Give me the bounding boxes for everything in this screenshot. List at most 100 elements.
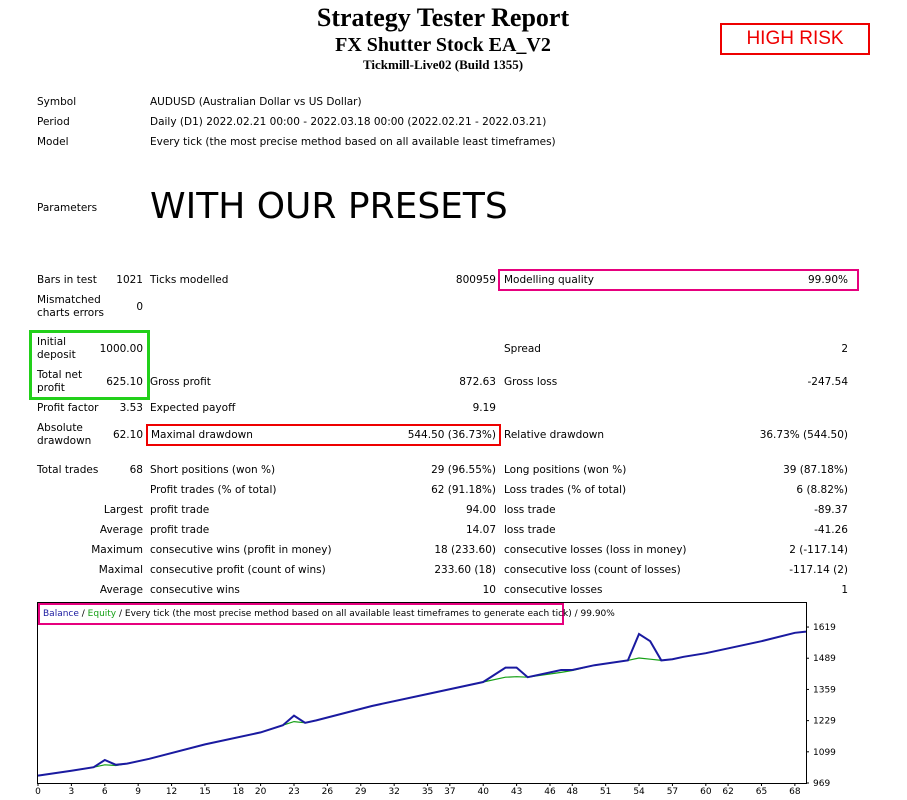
x-tick-label: 15 [199, 787, 210, 797]
symbol-value: AUDUSD (Australian Dollar vs US Dollar) [150, 96, 362, 108]
profit-trades-value: 62 (91.18%) [431, 484, 496, 496]
x-tick-label: 6 [102, 787, 108, 797]
balance-line [37, 630, 807, 777]
average-loss-label: loss trade [504, 524, 556, 536]
model-value: Every tick (the most precise method base… [150, 136, 556, 148]
maxdd-label: Maximal drawdown [151, 429, 253, 441]
largest-loss-value: -89.37 [814, 504, 848, 516]
x-tick-label: 20 [255, 787, 267, 797]
long-label: Long positions (won %) [504, 464, 627, 476]
average-label: Average [99, 524, 143, 536]
largest-profit-label: profit trade [150, 504, 210, 516]
total-trades-label: Total trades [37, 464, 99, 476]
average-loss-value: -41.26 [814, 524, 848, 536]
x-tick-label: 46 [544, 787, 556, 797]
max-cons-wins-value: 18 (233.60) [434, 544, 496, 556]
loss-trades-label: Loss trades (% of total) [504, 484, 627, 496]
x-tick-label: 51 [600, 787, 611, 797]
avg-cons-losses-label: consecutive losses [504, 584, 603, 596]
y-tick-label: 969 [813, 779, 830, 789]
largest-label: Largest [103, 504, 143, 516]
total-trades-value: 68 [129, 464, 143, 476]
absdd-label: Absolute drawdown [37, 422, 92, 447]
ea-name: FX Shutter Stock EA_V2 [335, 34, 551, 56]
parameters-value: WITH OUR PRESETS [150, 186, 508, 227]
max-cons-wins-label: consecutive wins (profit in money) [150, 544, 332, 556]
high-risk-badge: HIGH RISK [720, 23, 870, 55]
y-tick-label: 1099 [813, 748, 836, 758]
gross-loss-value: -247.54 [807, 376, 848, 388]
max-cons-losses-label: consecutive losses (loss in money) [504, 544, 687, 556]
short-label: Short positions (won %) [150, 464, 276, 476]
profit-trades-label: Profit trades (% of total) [150, 484, 277, 496]
server-build: Tickmill-Live02 (Build 1355) [362, 57, 524, 72]
quality-value: 99.90% [807, 274, 848, 286]
symbol-label: Symbol [37, 96, 77, 108]
maximal-profit-value: 233.60 (18) [434, 564, 496, 576]
ticks-label: Ticks modelled [150, 274, 229, 286]
x-tick-label: 60 [700, 787, 712, 797]
loss-trades-value: 6 (8.82%) [796, 484, 848, 496]
absdd-value: 62.10 [112, 429, 143, 441]
x-tick-label: 35 [422, 787, 433, 797]
x-tick-label: 0 [35, 787, 41, 797]
largest-loss-label: loss trade [504, 504, 556, 516]
legend-equity: Equity [87, 609, 117, 619]
payoff-label: Expected payoff [150, 402, 236, 414]
maximal-profit-label: consecutive profit (count of wins) [150, 564, 326, 576]
avg-cons-losses-value: 1 [841, 584, 848, 596]
netprofit-value: 625.10 [106, 376, 143, 388]
gross-loss-label: Gross loss [504, 376, 558, 388]
avg-cons-wins-value: 10 [482, 584, 496, 596]
report-title: Strategy Tester Report [316, 3, 570, 32]
x-tick-label: 26 [322, 787, 334, 797]
x-tick-label: 3 [69, 787, 75, 797]
maximal-loss-label: consecutive loss (count of losses) [504, 564, 681, 576]
maxdd-value: 544.50 (36.73%) [407, 429, 496, 441]
x-tick-label: 29 [355, 787, 367, 797]
balance-chart [37, 602, 807, 784]
max-cons-losses-value: 2 (-117.14) [789, 544, 848, 556]
quality-label: Modelling quality [504, 274, 594, 286]
maximal-loss-value: -117.14 (2) [789, 564, 848, 576]
deposit-label: Initial deposit [37, 336, 76, 361]
gross-profit-value: 872.63 [459, 376, 496, 388]
x-tick-label: 43 [511, 787, 522, 797]
x-tick-label: 37 [444, 787, 455, 797]
mismatch-label: Mismatched charts errors [37, 294, 104, 319]
model-label: Model [37, 136, 69, 148]
reldd-value: 36.73% (544.50) [759, 429, 848, 441]
pf-value: 3.53 [119, 402, 143, 414]
maxdd-highlight [146, 424, 501, 446]
avg-cons-wins-label: consecutive wins [150, 584, 240, 596]
bars-label: Bars in test [37, 274, 97, 286]
average2-label: Average [99, 584, 143, 596]
x-tick-label: 32 [388, 787, 399, 797]
deposit-profit-highlight [29, 330, 150, 400]
chart-legend: Balance / Equity / Every tick (the most … [38, 603, 615, 625]
x-tick-label: 68 [789, 787, 801, 797]
pf-label: Profit factor [37, 402, 99, 414]
spread-label: Spread [504, 343, 541, 355]
legend-balance: Balance [43, 609, 79, 619]
y-tick-label: 1619 [813, 623, 836, 633]
y-tick-label: 1229 [813, 717, 836, 727]
period-label: Period [37, 116, 70, 128]
x-tick-label: 57 [667, 787, 678, 797]
gross-profit-label: Gross profit [150, 376, 211, 388]
x-tick-label: 54 [633, 787, 645, 797]
maximal-label: Maximal [98, 564, 143, 576]
y-tick-label: 1359 [813, 685, 836, 695]
period-value: Daily (D1) 2022.02.21 00:00 - 2022.03.18… [150, 116, 547, 128]
netprofit-label: Total net profit [37, 369, 83, 394]
bars-value: 1021 [116, 274, 143, 286]
deposit-value: 1000.00 [99, 343, 143, 355]
mismatch-value: 0 [136, 301, 143, 313]
ticks-value: 800959 [455, 274, 496, 286]
x-tick-label: 48 [567, 787, 579, 797]
x-tick-label: 62 [722, 787, 733, 797]
largest-profit-value: 94.00 [465, 504, 496, 516]
equity-line [37, 631, 807, 777]
long-value: 39 (87.18%) [783, 464, 848, 476]
